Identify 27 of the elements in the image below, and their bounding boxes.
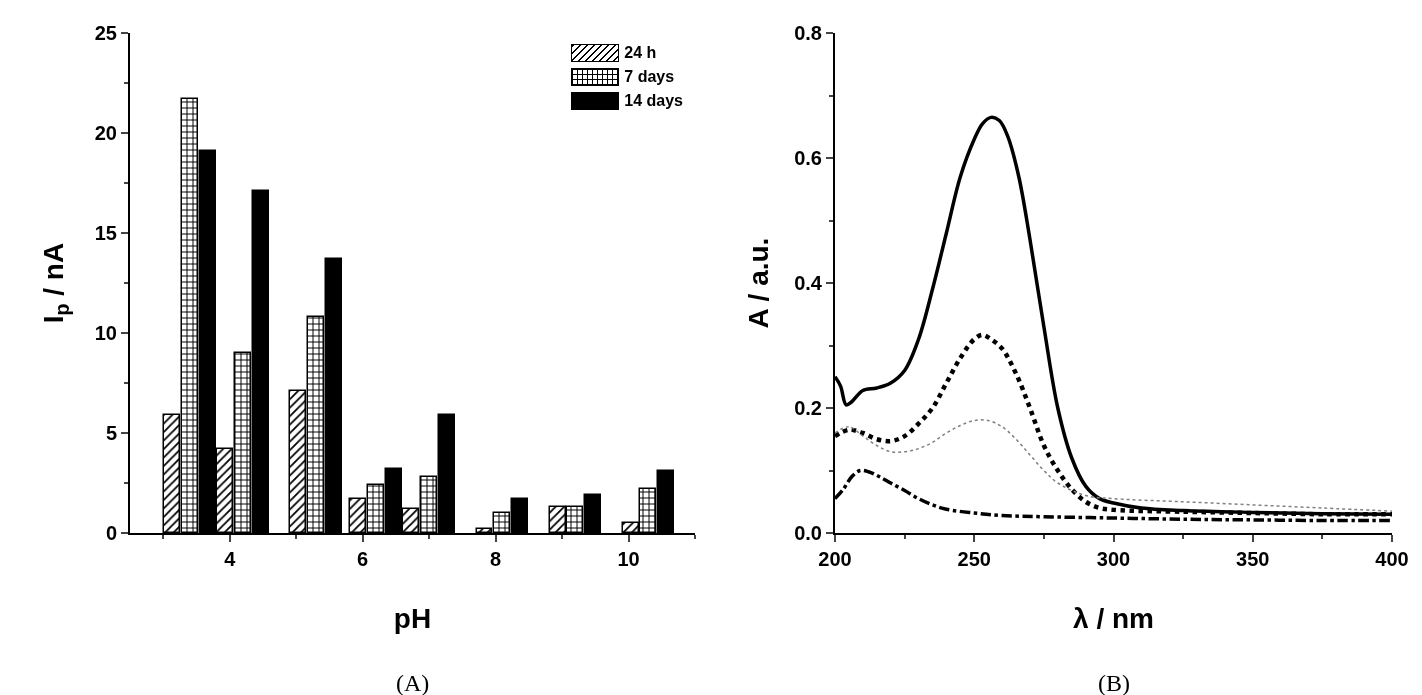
legend-label: 7 days — [624, 67, 675, 87]
x-tick-label: 4 — [224, 548, 237, 570]
legend-label: 14 days — [624, 91, 683, 111]
y-tick-label: 0.0 — [794, 522, 822, 544]
line-series — [835, 419, 1392, 512]
x-tick-label: 300 — [1096, 548, 1131, 570]
x-tick-label: 10 — [617, 548, 640, 570]
y-tick-label: 0.8 — [794, 22, 822, 44]
x-axis-title: λ / nm — [1073, 603, 1154, 634]
legend-label: 24 h — [624, 43, 657, 63]
y-tick-label: 20 — [94, 122, 117, 144]
x-tick-label: 400 — [1375, 548, 1409, 570]
y-tick-label: 15 — [94, 222, 117, 244]
x-tick-label: 6 — [357, 548, 369, 570]
x-tick-label: 200 — [818, 548, 852, 570]
y-tick-label: 10 — [94, 322, 117, 344]
x-tick-label: 350 — [1236, 548, 1270, 570]
y-axis-title: A / a.u. — [743, 237, 774, 329]
y-tick-label: 0.6 — [794, 147, 822, 169]
y-tick-label: 0.2 — [794, 397, 822, 419]
x-axis-title: pH — [393, 603, 432, 634]
x-tick-label: 8 — [490, 548, 502, 570]
x-tick-label: 250 — [957, 548, 991, 570]
y-tick-label: 0 — [105, 522, 117, 544]
y-tick-label: 25 — [94, 22, 117, 44]
y-tick-label: 5 — [105, 422, 117, 444]
y-tick-label: 0.4 — [794, 272, 823, 294]
